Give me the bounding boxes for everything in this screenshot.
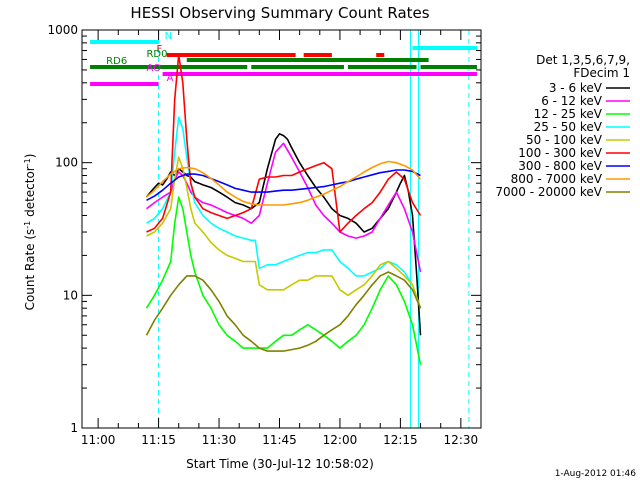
series-line-6 bbox=[146, 169, 421, 202]
x-tick-label-2: 11:30 bbox=[202, 433, 237, 447]
flag-label-f: F bbox=[157, 44, 163, 55]
x-tick-label-1: 11:15 bbox=[141, 433, 176, 447]
x-tick-label-3: 11:45 bbox=[262, 433, 297, 447]
y-tick-label-1: 10 bbox=[63, 288, 78, 302]
flag-label-rd0: RD0 bbox=[146, 49, 167, 60]
legend-header-1: FDecim 1 bbox=[573, 66, 630, 80]
series-line-8 bbox=[145, 271, 422, 352]
series-line-5 bbox=[146, 53, 422, 233]
x-tick-label-6: 12:30 bbox=[444, 433, 479, 447]
plot-frame bbox=[81, 29, 482, 429]
legend-entry-4: 50 - 100 keV bbox=[526, 133, 603, 147]
y-tick-label-3: 1000 bbox=[47, 23, 78, 37]
x-tick-label-5: 12:15 bbox=[383, 433, 418, 447]
y-axis-label-mid: detector bbox=[23, 166, 37, 221]
y-axis-label-main: Count Rate (s bbox=[23, 229, 37, 311]
y-axis-label-sup1: -1 bbox=[23, 221, 32, 229]
legend-entry-7: 800 - 7000 keV bbox=[511, 172, 603, 186]
flag-label-n: N bbox=[165, 31, 172, 42]
x-tick-label-4: 12:00 bbox=[323, 433, 358, 447]
x-axis-label: Start Time (30-Jul-12 10:58:02) bbox=[186, 457, 374, 471]
x-tick-label-0: 11:00 bbox=[81, 433, 116, 447]
legend-entry-6: 300 - 800 keV bbox=[518, 159, 602, 173]
legend-header-0: Det 1,3,5,6,7,9, bbox=[536, 53, 630, 67]
legend-entry-1: 6 - 12 keV bbox=[541, 94, 603, 108]
y-axis-label-end: ) bbox=[23, 154, 37, 159]
footer-date: 1-Aug-2012 01:46 bbox=[555, 469, 637, 479]
y-tick-label-2: 100 bbox=[55, 156, 78, 170]
legend-entry-8: 7000 - 20000 keV bbox=[495, 185, 602, 199]
y-tick-label-0: 1 bbox=[70, 421, 78, 435]
series-line-1 bbox=[146, 142, 422, 273]
flag-label-ao: AO bbox=[146, 63, 161, 74]
y-axis-label-sup2: -1 bbox=[23, 158, 32, 166]
legend-entry-3: 25 - 50 keV bbox=[534, 120, 603, 134]
flag-label-a: A bbox=[167, 73, 174, 84]
legend-entry-2: 12 - 25 keV bbox=[534, 107, 603, 121]
series-line-2 bbox=[145, 196, 422, 365]
y-axis-label: Count Rate (s-1 detector-1) bbox=[23, 154, 38, 311]
legend-entry-0: 3 - 6 keV bbox=[549, 81, 603, 95]
axes: 1 10 100 1000 11:00 11:15 11:30 11:45 12:00 12:15… bbox=[47, 23, 482, 447]
legend-entry-5: 100 - 300 keV bbox=[518, 146, 602, 160]
series-line-7 bbox=[145, 160, 422, 206]
flag-label-rd6: RD6 bbox=[106, 56, 127, 67]
series-line-3 bbox=[146, 116, 422, 309]
chart-title: HESSI Observing Summary Count Rates bbox=[130, 4, 429, 22]
